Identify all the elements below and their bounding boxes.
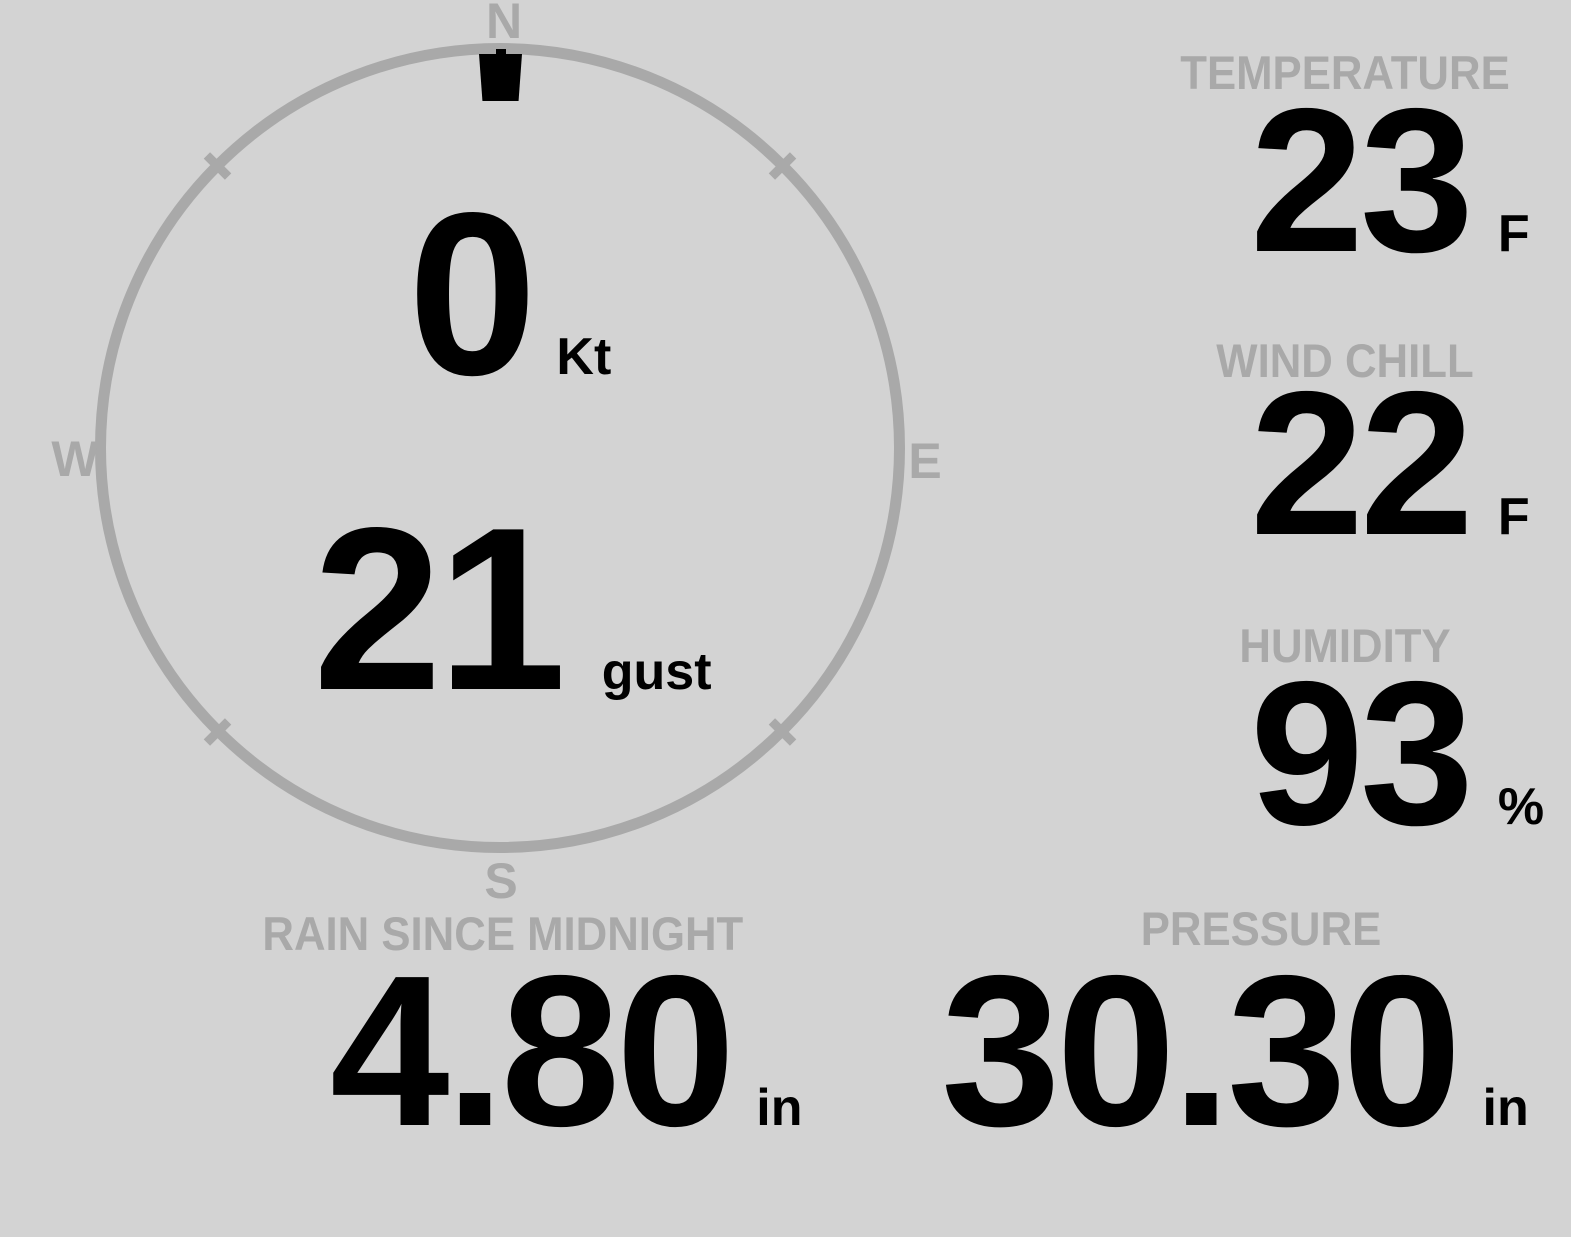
temperature-reading: 23 F: [1250, 78, 1530, 283]
humidity-value: 93: [1250, 639, 1474, 868]
rain-since-midnight-unit: in: [756, 1079, 803, 1137]
rain-since-midnight-label: RAIN SINCE MIDNIGHT: [262, 907, 744, 960]
wind-chill-reading: 22 F: [1250, 361, 1530, 566]
compass-label-west: W: [51, 431, 99, 487]
temperature-label: TEMPERATURE: [1180, 46, 1510, 99]
wind-chill-value: 22: [1250, 349, 1474, 578]
rain-since-midnight-reading: 4.80 in: [330, 943, 802, 1158]
wind-direction-marker-icon: [479, 54, 522, 101]
humidity-reading: 93 %: [1250, 651, 1544, 856]
wind-speed-unit: Kt: [556, 328, 612, 386]
wind-gust-value: 21: [313, 480, 566, 739]
temperature-value: 23: [1250, 66, 1474, 295]
pressure-value: 30.30: [941, 930, 1462, 1171]
rain-since-midnight-value: 4.80: [330, 930, 736, 1171]
humidity-unit: %: [1497, 778, 1545, 836]
compass-label-east: E: [908, 433, 942, 489]
pressure-reading: 30.30 in: [941, 943, 1529, 1158]
wind-gust-reading: 21 gust: [313, 494, 712, 726]
wind-speed-value: 0: [408, 165, 537, 424]
pressure-unit: in: [1482, 1079, 1529, 1137]
compass-label-north: N: [485, 0, 523, 49]
wind-gust-unit: gust: [601, 643, 712, 701]
compass-ring: [95, 43, 905, 853]
pressure-label: PRESSURE: [1140, 902, 1382, 955]
compass-label-south: S: [484, 853, 518, 909]
wind-chill-label: WIND CHILL: [1216, 334, 1474, 387]
wind-direction-marker-tip: [496, 49, 506, 56]
wind-speed-reading: 0 Kt: [408, 179, 611, 411]
temperature-unit: F: [1497, 205, 1530, 263]
wind-chill-unit: F: [1497, 488, 1530, 546]
humidity-label: HUMIDITY: [1239, 619, 1451, 672]
